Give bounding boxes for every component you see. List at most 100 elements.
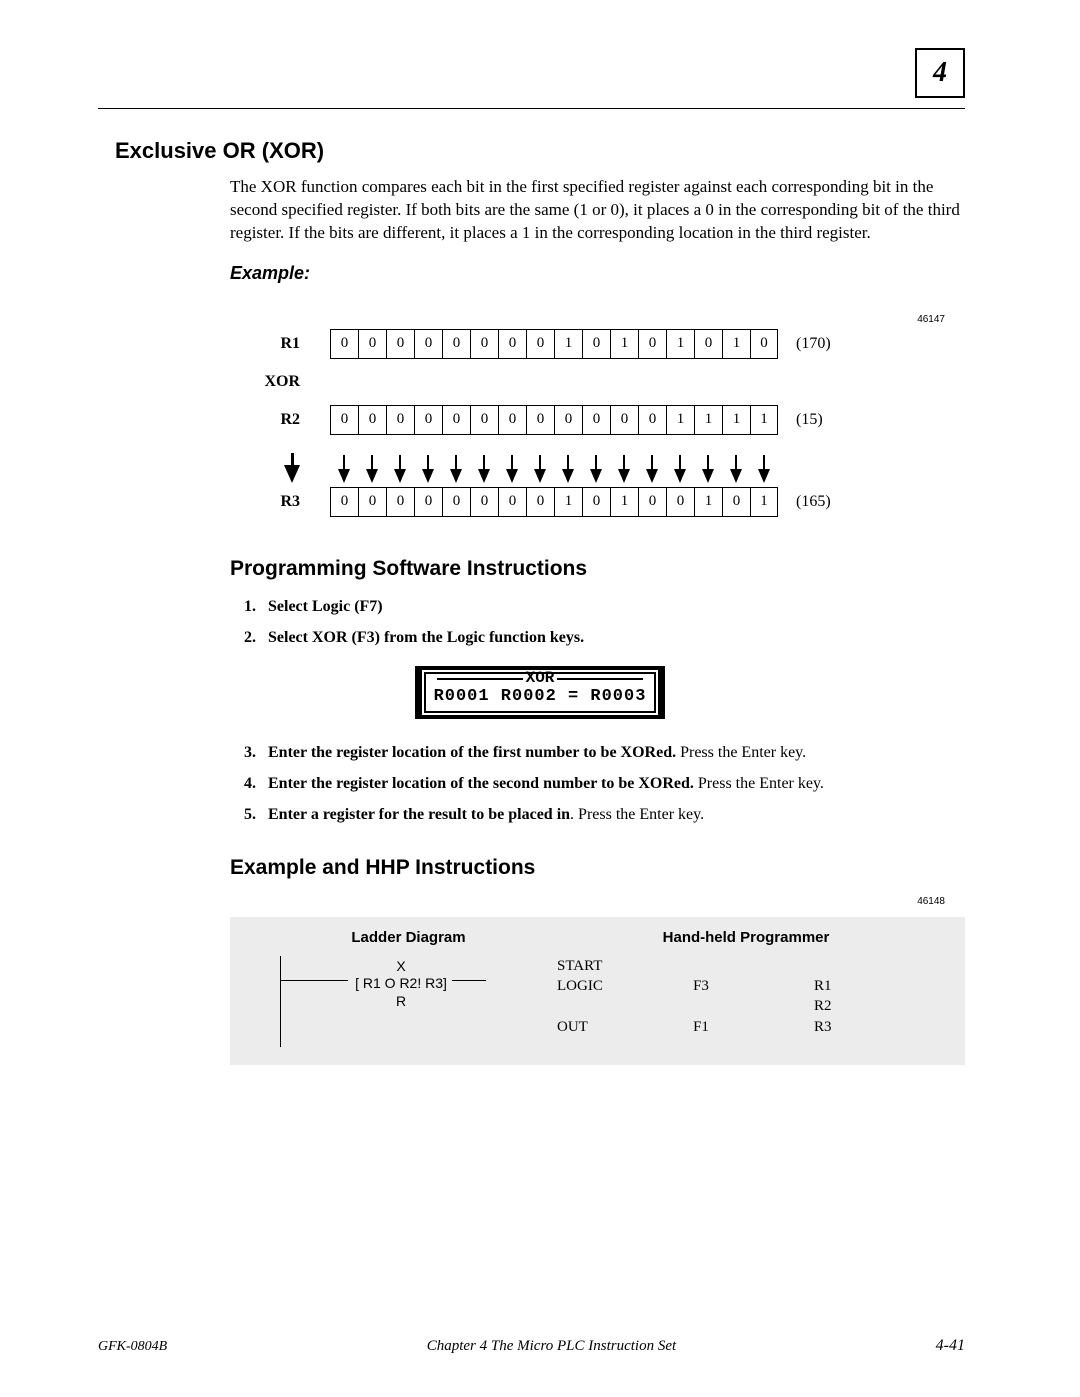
instructions-list-a: Select Logic (F7)Select XOR (F3) from th… <box>260 597 965 649</box>
bit-cell: 0 <box>414 405 442 435</box>
header-rule <box>98 108 965 109</box>
ladder-rail <box>280 956 281 1047</box>
bit-row-r1: R1 0000000010101010 (170) <box>230 329 965 359</box>
arrow-down-icon <box>534 469 546 483</box>
bit-cell: 1 <box>750 487 778 517</box>
xor-box-title: XOR <box>526 669 555 687</box>
ladder-diagram: X [ R1 O R2! R3] R <box>260 956 557 1037</box>
bit-cell: 0 <box>442 329 470 359</box>
section-title: Exclusive OR (XOR) <box>115 138 965 164</box>
arrow-down-icon <box>450 469 462 483</box>
arrow-cell <box>470 469 498 483</box>
bit-cell: 0 <box>386 329 414 359</box>
chapter-number: 4 <box>933 57 947 89</box>
hhp-cell <box>814 956 935 976</box>
xor-box-title-line: XOR <box>434 673 647 683</box>
subsection-1-title: Programming Software Instructions <box>230 557 965 581</box>
hhp-cell: START <box>557 956 693 976</box>
arrow-down-icon <box>506 469 518 483</box>
xor-box-wrap: XOR R0001 R0002 = R0003 <box>115 666 965 719</box>
footer-center: Chapter 4 The Micro PLC Instruction Set <box>427 1338 676 1355</box>
footer-left: GFK-0804B <box>98 1339 167 1355</box>
bit-cell: 0 <box>386 487 414 517</box>
arrow-cell <box>386 469 414 483</box>
ladder-text: X [ R1 O R2! R3] R <box>346 958 456 1011</box>
arrow-down-icon <box>618 469 630 483</box>
hhp-cell: R2 <box>814 996 935 1016</box>
bit-cell: 1 <box>722 405 750 435</box>
ladder-line-2: [ R1 O R2! R3] <box>346 975 456 993</box>
bit-cell: 0 <box>330 405 358 435</box>
subsection-2-title: Example and HHP Instructions <box>230 856 965 880</box>
instructions-list-b: Enter the register location of the first… <box>260 743 965 825</box>
hhp-program: STARTLOGIC OUT F3 F1 R1R2R3 <box>557 956 935 1037</box>
bit-cell: 0 <box>638 405 666 435</box>
bit-cell: 0 <box>694 329 722 359</box>
arrow-row <box>230 465 965 483</box>
xor-box: XOR R0001 R0002 = R0003 <box>415 666 666 719</box>
example-label: Example: <box>230 263 965 284</box>
r1-label: R1 <box>230 335 300 353</box>
bit-arrows <box>330 469 778 483</box>
bit-cell: 0 <box>582 405 610 435</box>
hhp-wrap: Ladder Diagram Hand-held Programmer X [ … <box>230 917 965 1065</box>
instruction-step: Enter a register for the result to be pl… <box>260 805 965 826</box>
hhp-cell: LOGIC <box>557 976 693 996</box>
arrow-cell <box>526 469 554 483</box>
arrow-down-icon <box>478 469 490 483</box>
bit-cell: 1 <box>610 487 638 517</box>
bit-cell: 0 <box>498 487 526 517</box>
r3-label: R3 <box>230 493 300 511</box>
arrow-down-icon <box>590 469 602 483</box>
arrow-cell <box>330 469 358 483</box>
arrow-cell <box>358 469 386 483</box>
instruction-step: Select Logic (F7) <box>260 597 965 618</box>
r3-decimal: (165) <box>796 493 831 511</box>
bit-cell: 0 <box>638 487 666 517</box>
bit-cell: 0 <box>750 329 778 359</box>
hhp-header-left: Ladder Diagram <box>260 929 557 946</box>
bit-cell: 0 <box>330 487 358 517</box>
bit-row-r2: R2 0000000000001111 (15) <box>230 405 965 435</box>
arrow-down-icon <box>422 469 434 483</box>
xor-diagram: R1 0000000010101010 (170) XOR R2 0000000… <box>230 329 965 517</box>
bit-cell: 1 <box>554 329 582 359</box>
footer-right: 4-41 <box>936 1337 965 1355</box>
r2-label: R2 <box>230 411 300 429</box>
bit-cell: 0 <box>442 405 470 435</box>
chapter-number-box: 4 <box>915 48 965 98</box>
bit-cell: 1 <box>554 487 582 517</box>
arrow-cell <box>694 469 722 483</box>
hhp-cell <box>693 956 814 976</box>
hhp-headers: Ladder Diagram Hand-held Programmer <box>260 929 935 946</box>
xor-box-content: R0001 R0002 = R0003 <box>434 687 647 706</box>
bit-cell: 0 <box>358 487 386 517</box>
arrow-cell <box>750 469 778 483</box>
arrow-cell <box>414 469 442 483</box>
bit-cell: 0 <box>526 329 554 359</box>
arrow-down-icon <box>562 469 574 483</box>
bit-cell: 1 <box>694 405 722 435</box>
arrow-down-icon <box>674 469 686 483</box>
arrow-cell <box>610 469 638 483</box>
hhp-cell: F3 <box>693 976 814 996</box>
arrow-down-icon <box>394 469 406 483</box>
hhp-cell: F1 <box>693 1017 814 1037</box>
arrow-cell <box>582 469 610 483</box>
r1-decimal: (170) <box>796 335 831 353</box>
op-row: XOR <box>230 373 965 391</box>
arrow-down-icon <box>730 469 742 483</box>
ladder-line-3: R <box>346 993 456 1011</box>
bit-cell: 0 <box>442 487 470 517</box>
hhp-cell: OUT <box>557 1017 693 1037</box>
ladder-rung-right <box>452 980 486 981</box>
bit-cell: 0 <box>470 487 498 517</box>
bit-cell: 1 <box>666 405 694 435</box>
arrow-down-icon <box>366 469 378 483</box>
bit-cell: 0 <box>638 329 666 359</box>
instruction-step: Enter the register location of the first… <box>260 743 965 764</box>
bit-cell: 0 <box>414 487 442 517</box>
hhp-cell <box>693 996 814 1016</box>
bit-cell: 1 <box>666 329 694 359</box>
arrow-cell <box>722 469 750 483</box>
